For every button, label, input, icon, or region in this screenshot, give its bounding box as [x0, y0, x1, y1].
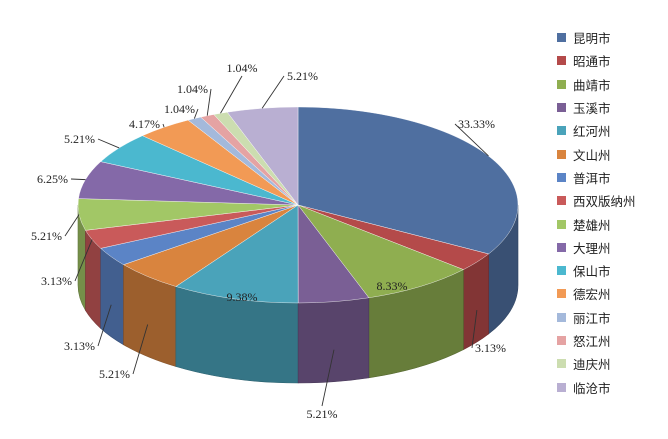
legend-label: 德宏州: [573, 287, 611, 303]
data-label-1: 33.33%: [458, 117, 495, 131]
data-label-9: 5.21%: [31, 229, 62, 243]
legend-swatch: [557, 56, 566, 66]
leader-line-13: [193, 108, 199, 119]
leader-line-2: [471, 309, 478, 349]
slice-side-4: [297, 297, 370, 384]
legend-label: 楚雄州: [573, 217, 611, 233]
data-label-15: 1.04%: [227, 61, 258, 75]
legend-swatch: [557, 126, 566, 136]
legend-label: 普洱市: [573, 170, 611, 186]
legend-label: 保山市: [573, 264, 611, 280]
leader-line-12: [162, 123, 165, 128]
legend-swatch: [557, 33, 566, 43]
legend-item: 普洱市: [557, 166, 665, 189]
leader-line-16: [261, 75, 285, 109]
legend-label: 红河州: [573, 124, 611, 140]
legend-item: 昆明市: [557, 26, 665, 49]
legend-label: 曲靖市: [573, 77, 611, 93]
slice-side-2: [463, 253, 489, 351]
slice-1: [297, 106, 519, 255]
data-label-6: 5.21%: [99, 367, 130, 381]
legend-item: 西双版纳州: [557, 189, 665, 212]
legend-item: 大理州: [557, 236, 665, 259]
data-label-3: 8.33%: [377, 279, 408, 293]
legend-label: 西双版纳州: [573, 194, 636, 210]
legend-swatch: [557, 289, 566, 299]
legend-item: 怒江州: [557, 329, 665, 352]
data-label-5: 9.38%: [227, 290, 258, 304]
legend-swatch: [557, 103, 566, 113]
leader-line-4: [321, 349, 335, 407]
legend-item: 红河州: [557, 119, 665, 142]
legend-swatch: [557, 219, 566, 229]
legend-item: 曲靖市: [557, 73, 665, 96]
legend-swatch: [557, 266, 566, 276]
legend-label: 迪庆州: [573, 357, 611, 373]
legend-label: 昆明市: [573, 31, 611, 47]
leader-line-1: [454, 123, 489, 157]
leader-line-7: [97, 304, 112, 347]
data-label-10: 6.25%: [37, 172, 68, 186]
data-label-16: 5.21%: [287, 69, 318, 83]
legend-swatch: [557, 382, 566, 392]
leader-line-14: [206, 88, 212, 116]
legend-swatch: [557, 79, 566, 89]
leader-line-8: [74, 239, 93, 282]
legend-label: 玉溪市: [573, 101, 611, 117]
leader-line-10: [70, 178, 86, 181]
leader-line-6: [132, 324, 149, 375]
legend-label: 文山州: [573, 147, 611, 163]
data-label-7: 3.13%: [64, 339, 95, 353]
legend-swatch: [557, 336, 566, 345]
leader-line-11: [97, 138, 120, 149]
legend-item: 玉溪市: [557, 96, 665, 119]
legend: 昆明市昭通市曲靖市玉溪市红河州文山州普洱市西双版纳州楚雄州大理州保山市德宏州丽江…: [557, 26, 665, 399]
data-label-2: 3.13%: [475, 341, 506, 355]
data-label-8: 3.13%: [41, 274, 72, 288]
leader-line-9: [64, 214, 80, 237]
legend-item: 德宏州: [557, 282, 665, 305]
data-label-12: 4.17%: [129, 117, 160, 131]
legend-swatch: [557, 359, 566, 369]
legend-label: 大理州: [573, 240, 611, 256]
legend-label: 昭通市: [573, 54, 611, 70]
legend-item: 楚雄州: [557, 212, 665, 235]
legend-label: 怒江州: [573, 334, 611, 349]
legend-swatch: [557, 242, 566, 252]
legend-item: 昭通市: [557, 49, 665, 72]
legend-swatch: [557, 149, 566, 159]
leader-line-15: [220, 75, 243, 114]
legend-item: 文山州: [557, 142, 665, 165]
legend-item: 丽江市: [557, 306, 665, 329]
legend-swatch: [557, 172, 566, 182]
legend-label: 丽江市: [573, 310, 611, 326]
data-label-13: 1.04%: [164, 102, 195, 116]
slice-5: [175, 204, 299, 304]
data-label-14: 1.04%: [177, 82, 208, 96]
legend-item: 迪庆州: [557, 352, 665, 375]
data-label-4: 5.21%: [307, 407, 338, 421]
legend-swatch: [557, 196, 566, 206]
slice-3: [297, 204, 464, 298]
legend-item: 保山市: [557, 259, 665, 282]
legend-label: 临沧市: [573, 380, 611, 396]
legend-swatch: [557, 312, 566, 322]
data-label-11: 5.21%: [64, 132, 95, 146]
legend-item: 临沧市: [557, 375, 665, 398]
